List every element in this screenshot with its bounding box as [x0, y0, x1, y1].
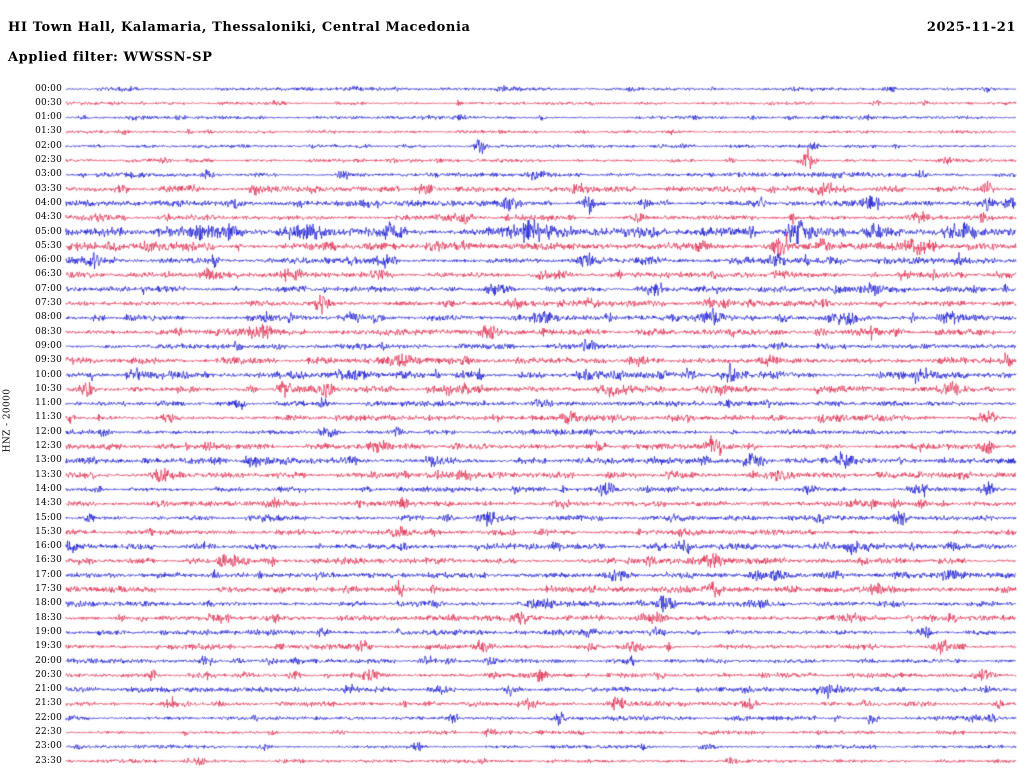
trace-time-label: 11:00: [35, 398, 62, 409]
trace-time-label: 16:00: [35, 541, 62, 552]
trace-time-label: 12:30: [35, 441, 62, 451]
trace-time-label: 22:00: [35, 712, 62, 723]
trace-time-label: 19:30: [35, 641, 62, 652]
trace-time-label: 04:00: [35, 197, 62, 208]
trace-time-label: 06:00: [35, 255, 62, 266]
trace-time-label: 08:30: [35, 326, 62, 337]
trace-time-label: 14:00: [35, 483, 62, 494]
trace-time-label: 09:00: [35, 340, 62, 351]
trace-time-label: 14:30: [35, 498, 62, 509]
trace-time-label: 03:30: [35, 183, 62, 194]
trace-time-label: 10:30: [35, 383, 62, 394]
trace-time-label: 02:00: [35, 140, 62, 151]
station-title: HI Town Hall, Kalamaria, Thessaloniki, C…: [8, 20, 471, 35]
trace-time-label: 17:30: [35, 584, 62, 594]
trace-time-label: 15:30: [35, 526, 62, 537]
trace-time-label: 10:00: [35, 369, 62, 380]
trace-time-label: 15:00: [35, 512, 62, 523]
date-label: 2025-11-21: [926, 20, 1016, 35]
trace-time-label: 09:30: [35, 355, 62, 366]
trace-time-label: 20:30: [35, 669, 62, 680]
trace-time-label: 13:00: [35, 455, 62, 466]
trace-time-label: 07:30: [35, 298, 62, 308]
trace-time-label: 05:00: [35, 226, 62, 237]
trace-time-label: 17:00: [35, 569, 62, 580]
trace-time-label: 21:30: [35, 698, 62, 709]
trace-time-label: 00:30: [35, 97, 62, 108]
trace-time-label: 18:30: [35, 612, 62, 623]
trace-time-label: 12:00: [35, 426, 62, 437]
trace-time-label: 01:00: [35, 112, 62, 123]
trace-time-label: 08:00: [35, 312, 62, 323]
trace-time-label: 01:30: [35, 126, 62, 137]
channel-gain-axis-label: HNZ - 20000: [2, 388, 13, 453]
trace-time-label: 05:30: [35, 240, 62, 251]
trace-time-label: 07:00: [35, 283, 62, 294]
trace-time-label: 23:30: [35, 755, 62, 766]
trace-time-label: 00:00: [35, 83, 62, 94]
trace-time-label: 06:30: [35, 269, 62, 280]
trace-time-label: 16:30: [35, 555, 62, 566]
trace-time-label: 02:30: [35, 155, 62, 165]
trace-time-label: 19:00: [35, 626, 62, 637]
trace-time-label: 22:30: [35, 727, 62, 737]
trace-time-label: 21:00: [35, 684, 62, 695]
trace-time-label: 23:00: [35, 741, 62, 752]
trace-time-label: 03:00: [35, 169, 62, 180]
trace-time-label: 13:30: [35, 469, 62, 480]
trace-time-label: 04:30: [35, 212, 62, 223]
trace-time-label: 18:00: [35, 598, 62, 609]
trace-time-label: 11:30: [35, 412, 62, 423]
applied-filter-label: Applied filter: WWSSN-SP: [8, 50, 213, 65]
trace-time-label: 20:00: [35, 655, 62, 666]
